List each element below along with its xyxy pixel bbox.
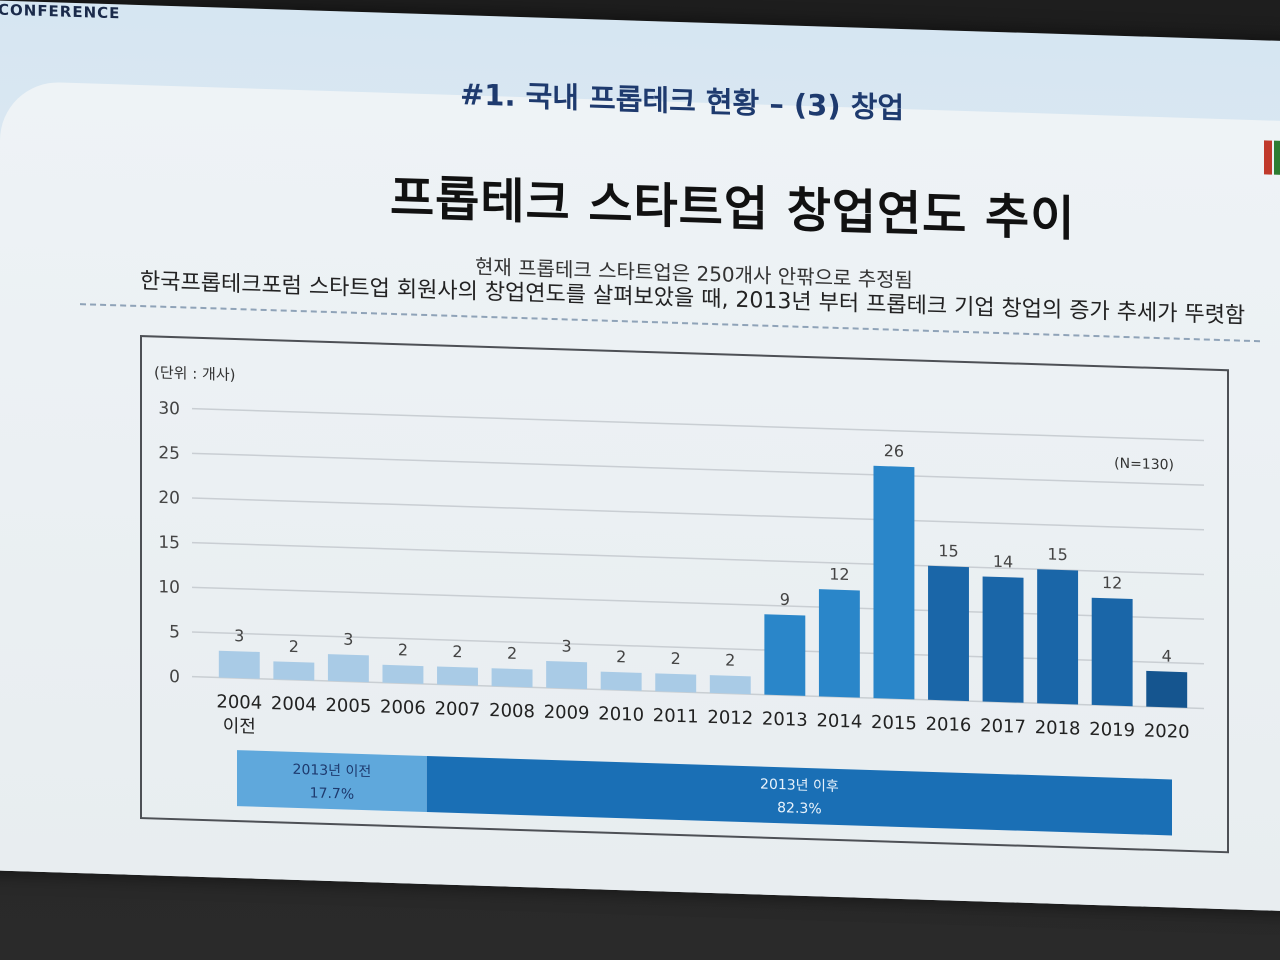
bar <box>982 576 1024 703</box>
unit-label: (단위 : 개사) <box>154 363 235 384</box>
data-label: 14 <box>993 552 1013 572</box>
x-tick-label: 2017 <box>980 715 1026 737</box>
data-label: 3 <box>562 636 572 655</box>
y-tick-label: 10 <box>158 577 180 598</box>
slide: CONFERENCE #1. 국내 프롭테크 현황 – (3) 창업 프롭테크 … <box>0 0 1280 912</box>
bar <box>1037 569 1079 705</box>
bar <box>873 465 915 700</box>
data-label: 2 <box>507 644 517 663</box>
gridline <box>192 541 1204 576</box>
x-tick-label: 2016 <box>926 714 972 736</box>
y-tick-label: 5 <box>169 622 180 642</box>
bar <box>546 660 588 690</box>
sample-size-label: (N=130) <box>1114 456 1174 474</box>
gridline <box>192 497 1204 531</box>
data-label: 2 <box>289 637 299 656</box>
bar <box>709 675 751 695</box>
share-value-after: 82.3% <box>777 800 821 817</box>
share-segment-before <box>237 750 427 813</box>
x-tick-label: 2014 <box>816 710 862 732</box>
bar <box>437 666 478 686</box>
y-tick-label: 0 <box>169 667 180 687</box>
x-tick-label: 2010 <box>598 703 644 725</box>
x-tick-label: 2006 <box>380 697 426 719</box>
data-label: 26 <box>884 441 904 461</box>
chart-frame: (단위 : 개사) (N=130) 0 5 10 15 20 25 30 3 2004 이전 2 2004… <box>140 335 1229 854</box>
x-tick-label: 2012 <box>707 707 753 729</box>
data-label: 3 <box>234 626 244 645</box>
bar-chart: (단위 : 개사) (N=130) 0 5 10 15 20 25 30 3 2004 이전 2 2004… <box>154 363 1204 836</box>
data-label: 9 <box>780 590 790 609</box>
gridline <box>192 452 1204 486</box>
bar <box>491 668 533 688</box>
x-tick-label: 이전 <box>223 716 256 738</box>
data-label: 3 <box>343 630 353 649</box>
data-label: 4 <box>1162 646 1172 665</box>
share-label-after: 2013년 이후 <box>760 777 839 795</box>
y-tick-label: 15 <box>158 533 180 554</box>
bar <box>1146 670 1188 708</box>
bar <box>655 673 697 693</box>
data-label: 15 <box>1047 545 1067 565</box>
data-label: 2 <box>398 640 408 659</box>
x-tick-label: 2009 <box>544 702 590 724</box>
brand-logo-icon <box>1264 140 1280 175</box>
data-label: 12 <box>829 564 849 584</box>
x-tick-label: 2011 <box>653 705 699 727</box>
data-label: 2 <box>616 647 626 666</box>
bar <box>382 664 424 684</box>
conference-logo-text: CONFERENCE <box>0 0 121 23</box>
x-tick-label: 2004 <box>271 693 317 715</box>
gridline <box>192 407 1204 442</box>
data-label: 2 <box>671 649 681 668</box>
y-tick-label: 20 <box>158 488 180 509</box>
x-tick-label: 2013 <box>762 709 808 731</box>
x-tick-label: 2007 <box>435 698 481 720</box>
share-value-before: 17.7% <box>310 785 354 802</box>
share-segment-after <box>426 756 1172 836</box>
bar <box>600 671 642 691</box>
x-tick-label: 2015 <box>871 712 917 734</box>
bar <box>218 650 260 679</box>
x-tick-label: 2004 <box>216 691 262 713</box>
x-tick-label: 2005 <box>325 695 371 717</box>
x-tick-label: 2008 <box>489 700 535 722</box>
bar <box>273 661 315 681</box>
x-tick-label: 2018 <box>1035 717 1081 739</box>
bar <box>818 589 860 698</box>
gridline <box>192 631 1204 665</box>
data-label: 2 <box>725 651 735 670</box>
share-label-before: 2013년 이전 <box>293 762 372 780</box>
gridline <box>192 586 1204 620</box>
y-tick-label: 30 <box>158 399 180 420</box>
data-label: 2 <box>452 642 462 661</box>
data-label: 15 <box>938 541 958 561</box>
bar <box>327 654 369 683</box>
x-tick-label: 2019 <box>1089 719 1135 741</box>
bar <box>764 614 806 696</box>
bar <box>928 565 969 702</box>
y-tick-label: 25 <box>158 443 180 464</box>
data-label: 12 <box>1102 573 1122 593</box>
bar <box>1091 597 1133 707</box>
x-tick-label: 2020 <box>1144 721 1190 743</box>
